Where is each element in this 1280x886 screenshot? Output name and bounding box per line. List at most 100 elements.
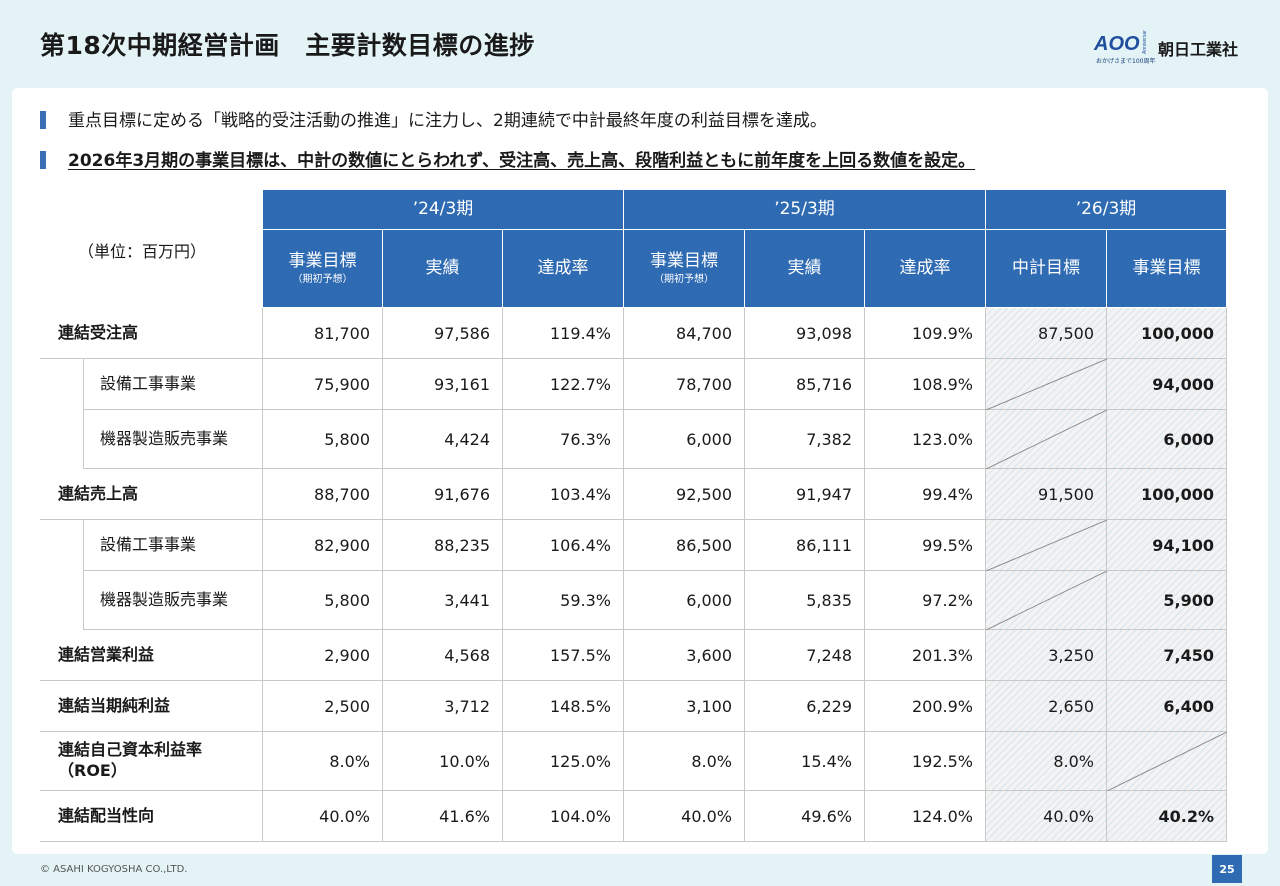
column-header: 達成率 <box>865 230 986 308</box>
cell-value: 6,400 <box>1163 696 1214 716</box>
table-cell: 99.5% <box>865 520 986 571</box>
table-cell: 125.0% <box>503 732 624 791</box>
table-cell: 100,000 <box>1107 469 1227 520</box>
cell-value: 87,500 <box>1038 323 1094 343</box>
row-label: 連結自己資本利益率（ROE） <box>40 732 263 791</box>
table-cell: 3,250 <box>986 630 1107 681</box>
table-cell: 81,700 <box>263 308 383 359</box>
row-indent <box>40 571 84 630</box>
table-cell: 91,947 <box>745 469 865 520</box>
bullet-text: 2026年3月期の事業目標は、中計の数値にとらわれず、受注高、売上高、段階利益と… <box>68 151 976 171</box>
cell-value: 6,000 <box>1163 429 1214 449</box>
column-header: 事業目標 （期初予想） <box>263 230 383 308</box>
unit-label: （単位：百万円） <box>78 242 207 261</box>
row-indent <box>40 359 84 410</box>
column-header-label: 達成率 <box>899 257 951 278</box>
table-cell: 148.5% <box>503 681 624 732</box>
table-cell <box>1107 732 1227 791</box>
table-cell: 99.4% <box>865 469 986 520</box>
table-cell: 6,000 <box>1107 410 1227 469</box>
bullet-bar <box>40 111 46 129</box>
table-cell: 40.0% <box>986 791 1107 842</box>
column-header: 実績 <box>383 230 503 308</box>
table-cell: 7,382 <box>745 410 865 469</box>
table-cell: 5,835 <box>745 571 865 630</box>
row-label: 設備工事事業 <box>84 520 263 571</box>
table-cell: 87,500 <box>986 308 1107 359</box>
column-header-label: 実績 <box>787 257 822 278</box>
table-cell: 93,098 <box>745 308 865 359</box>
table-cell: 49.6% <box>745 791 865 842</box>
row-label: 連結受注高 <box>40 308 263 359</box>
table-cell: 7,248 <box>745 630 865 681</box>
table-cell: 94,100 <box>1107 520 1227 571</box>
table-cell: 93,161 <box>383 359 503 410</box>
table-cell: 40.0% <box>263 791 383 842</box>
table-cell: 122.7% <box>503 359 624 410</box>
bullet-point: 重点目標に定める「戦略的受注活動の推進」に注力し、2期連続で中計最終年度の利益目… <box>40 106 827 131</box>
table-cell: 192.5% <box>865 732 986 791</box>
column-header-note: （期初予想） <box>654 273 714 285</box>
svg-text:Anniversary: Anniversary <box>1142 30 1148 54</box>
table-cell: 59.3% <box>503 571 624 630</box>
table-cell: 124.0% <box>865 791 986 842</box>
copyright: © ASAHI KOGYOSHA CO.,LTD. <box>40 864 188 875</box>
table-cell: 41.6% <box>383 791 503 842</box>
table-cell: 157.5% <box>503 630 624 681</box>
cell-value: 94,100 <box>1152 535 1214 555</box>
table-cell: 201.3% <box>865 630 986 681</box>
cell-value: 3,250 <box>1048 645 1094 665</box>
table-cell: 2,900 <box>263 630 383 681</box>
table-cell: 40.0% <box>624 791 745 842</box>
table-cell: 3,600 <box>624 630 745 681</box>
column-header-label: 実績 <box>425 257 460 278</box>
table-cell: 5,900 <box>1107 571 1227 630</box>
table-cell: 15.4% <box>745 732 865 791</box>
table-cell <box>986 571 1107 630</box>
table-cell: 4,568 <box>383 630 503 681</box>
table-cell: 8.0% <box>263 732 383 791</box>
table-cell: 86,111 <box>745 520 865 571</box>
table-cell: 108.9% <box>865 359 986 410</box>
anniversary-logo-icon: AOO Anniversary <box>1093 30 1148 55</box>
table-cell: 5,800 <box>263 410 383 469</box>
table-cell: 7,450 <box>1107 630 1227 681</box>
table-cell: 3,712 <box>383 681 503 732</box>
table-cell: 109.9% <box>865 308 986 359</box>
period-header: ’24/3期 <box>263 190 624 230</box>
column-header: 中計目標 <box>986 230 1107 308</box>
table-cell: 97.2% <box>865 571 986 630</box>
row-label: 連結営業利益 <box>40 630 263 681</box>
cell-value: 2,650 <box>1048 696 1094 716</box>
cell-value: 5,900 <box>1163 590 1214 610</box>
table-cell <box>986 359 1107 410</box>
table-cell: 92,500 <box>624 469 745 520</box>
table-cell: 86,500 <box>624 520 745 571</box>
bullet-bar <box>40 151 46 169</box>
table-cell: 4,424 <box>383 410 503 469</box>
row-label: 機器製造販売事業 <box>84 571 263 630</box>
table-cell <box>986 410 1107 469</box>
logo-tagline: おかげさまで100周年 <box>1096 58 1156 65</box>
column-header-label: 事業目標 <box>288 250 357 271</box>
table-cell <box>986 520 1107 571</box>
cell-value: 40.0% <box>1043 806 1094 826</box>
table-cell: 76.3% <box>503 410 624 469</box>
table-cell: 85,716 <box>745 359 865 410</box>
table-cell: 8.0% <box>624 732 745 791</box>
company-name: 朝日工業社 <box>1158 40 1239 59</box>
cell-value: 91,500 <box>1038 484 1094 504</box>
cell-value: 94,000 <box>1152 374 1214 394</box>
row-label: 機器製造販売事業 <box>84 410 263 469</box>
table-cell: 3,100 <box>624 681 745 732</box>
table-cell: 75,900 <box>263 359 383 410</box>
table-cell: 88,700 <box>263 469 383 520</box>
table-cell: 6,000 <box>624 410 745 469</box>
row-label: 連結当期純利益 <box>40 681 263 732</box>
table-cell: 123.0% <box>865 410 986 469</box>
table-cell: 78,700 <box>624 359 745 410</box>
page-title: 第18次中期経営計画 主要計数目標の進捗 <box>40 31 535 60</box>
cell-value: 8.0% <box>1053 751 1094 771</box>
column-header: 達成率 <box>503 230 624 308</box>
table-cell: 10.0% <box>383 732 503 791</box>
